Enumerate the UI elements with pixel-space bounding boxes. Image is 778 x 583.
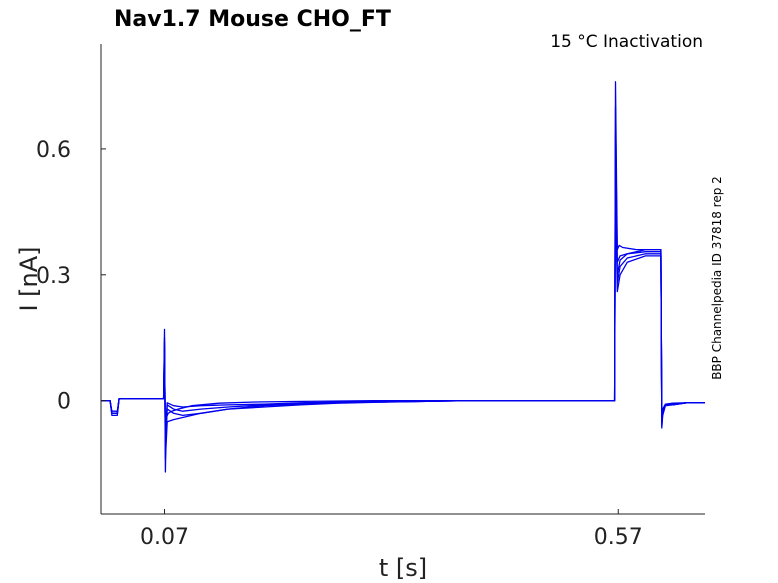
series-layer (101, 81, 705, 473)
y-tick-label: 0.6 (36, 138, 71, 163)
chart-annotation: 15 °C Inactivation (550, 32, 703, 52)
x-tick-label: 0.57 (594, 525, 643, 550)
y-tick-label: 0 (57, 390, 71, 415)
side-label: BBP Channelpedia ID 37818 rep 2 (710, 176, 724, 380)
y-tick-label: 0.3 (36, 264, 71, 289)
chart-title: Nav1.7 Mouse CHO_FT (114, 7, 391, 32)
x-axis-label: t [s] (379, 554, 427, 582)
x-tick-label: 0.07 (140, 525, 189, 550)
series-line-5 (101, 169, 705, 435)
y-axis-label: I [nA] (15, 246, 43, 311)
ticks-layer: 0 0.3 0.6 0.07 0.57 (36, 138, 643, 550)
